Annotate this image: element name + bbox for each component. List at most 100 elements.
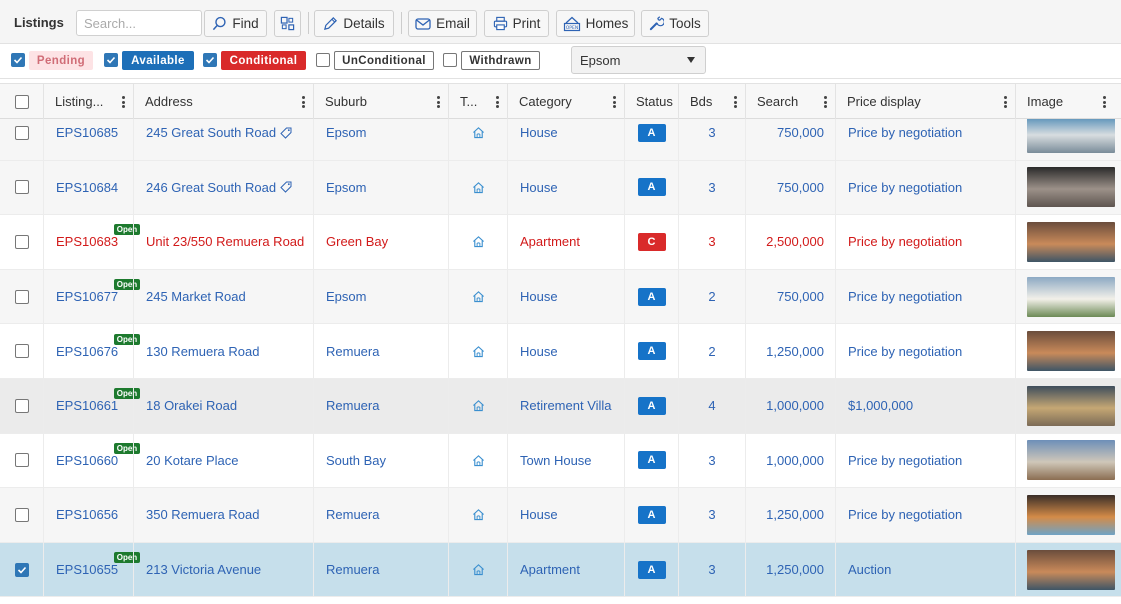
category-cell[interactable]: Town House [507, 433, 624, 488]
category-cell[interactable]: House [507, 160, 624, 215]
listing-id-cell[interactable]: EPS10660 Open [43, 433, 141, 488]
search-price-cell[interactable]: 750,000 [745, 119, 835, 160]
withdrawn-filter-chip[interactable]: Withdrawn [461, 51, 540, 70]
listing-id-cell[interactable]: EPS10655 Open [43, 542, 141, 597]
search-price-cell[interactable]: 1,250,000 [745, 488, 835, 542]
category-cell[interactable]: House [507, 119, 624, 160]
column-menu-icon[interactable] [733, 96, 737, 108]
available-filter-checkbox[interactable] [104, 53, 118, 67]
email-button[interactable]: Email [408, 10, 477, 37]
property-thumbnail[interactable] [1027, 221, 1115, 262]
unconditional-filter-chip[interactable]: UnConditional [334, 51, 434, 70]
status-cell[interactable]: A [624, 269, 678, 324]
listing-id[interactable]: EPS10660 [56, 452, 119, 468]
category-cell[interactable]: House [507, 488, 624, 542]
listing-id-cell[interactable]: EPS10677 Open [43, 269, 141, 324]
row-checkbox[interactable] [14, 125, 29, 140]
row-checkbox[interactable] [14, 398, 29, 413]
price-display-cell[interactable]: Price by negotiation [835, 160, 1015, 215]
column-header-address[interactable]: Address [133, 84, 313, 119]
address-cell[interactable]: 350 Remuera Road [133, 488, 313, 542]
row-checkbox[interactable] [14, 180, 29, 195]
status-cell[interactable]: A [624, 324, 678, 378]
property-thumbnail[interactable] [1027, 167, 1115, 208]
image-cell[interactable] [1015, 433, 1121, 488]
column-menu-icon[interactable] [1003, 96, 1007, 108]
unconditional-filter-checkbox[interactable] [316, 53, 330, 67]
table-row[interactable]: EPS10683 Open Unit 23/550 Remuera Road Gree… [0, 215, 1121, 270]
row-checkbox[interactable] [14, 507, 29, 522]
bedrooms-cell[interactable]: 3 [678, 119, 745, 160]
search-input[interactable] [76, 10, 202, 36]
category-cell[interactable]: Apartment [507, 215, 624, 269]
listing-id-cell[interactable]: EPS10683 Open [43, 215, 141, 269]
bedrooms-cell[interactable]: 3 [678, 542, 745, 597]
price-display-cell[interactable]: Price by negotiation [835, 324, 1015, 378]
bedrooms-cell[interactable]: 2 [678, 324, 745, 378]
suburb-cell[interactable]: Epsom [313, 269, 448, 324]
bedrooms-cell[interactable]: 3 [678, 160, 745, 215]
listing-id[interactable]: EPS10677 [56, 289, 119, 305]
status-cell[interactable]: A [624, 119, 678, 160]
search-price-cell[interactable]: 1,250,000 [745, 542, 835, 597]
bedrooms-cell[interactable]: 2 [678, 269, 745, 324]
listing-id[interactable]: EPS10661 [56, 398, 119, 414]
bedrooms-cell[interactable]: 3 [678, 488, 745, 542]
suburb-cell[interactable]: Remuera [313, 324, 448, 378]
property-thumbnail[interactable] [1027, 385, 1115, 426]
listing-id[interactable]: EPS10676 [56, 343, 119, 359]
column-menu-icon[interactable] [495, 96, 499, 108]
suburb-cell[interactable]: Epsom [313, 119, 448, 160]
address-cell[interactable]: 246 Great South Road [133, 160, 313, 215]
suburb-cell[interactable]: Green Bay [313, 215, 448, 269]
table-row[interactable]: EPS10677 Open 245 Market Road Epsom House A 2 7… [0, 269, 1121, 325]
suburb-cell[interactable]: Epsom [313, 160, 448, 215]
price-display-cell[interactable]: Price by negotiation [835, 269, 1015, 324]
table-row[interactable]: EPS10685 245 Great South Road Epsom House A 3… [0, 119, 1121, 161]
search-price-cell[interactable]: 750,000 [745, 269, 835, 324]
address-cell[interactable]: Unit 23/550 Remuera Road [133, 215, 313, 269]
column-header-type[interactable]: T... [448, 84, 507, 119]
type-cell[interactable] [448, 433, 507, 488]
image-cell[interactable] [1015, 269, 1121, 324]
address-cell[interactable]: 18 Orakei Road [133, 379, 313, 433]
address-cell[interactable]: 245 Market Road [133, 269, 313, 324]
column-header-suburb[interactable]: Suburb [313, 84, 448, 119]
address-cell[interactable]: 245 Great South Road [133, 119, 313, 160]
price-display-cell[interactable]: Price by negotiation [835, 119, 1015, 160]
price-display-cell[interactable]: Auction [835, 542, 1015, 597]
type-cell[interactable] [448, 324, 507, 378]
column-header-image[interactable]: Image [1015, 84, 1114, 119]
find-button[interactable]: Find [204, 10, 267, 37]
table-row[interactable]: EPS10676 Open 130 Remuera Road Remuera House… [0, 324, 1121, 379]
status-cell[interactable]: A [624, 433, 678, 488]
price-display-cell[interactable]: Price by negotiation [835, 488, 1015, 542]
column-header-category[interactable]: Category [507, 84, 624, 119]
listing-id[interactable]: EPS10683 [56, 234, 119, 250]
table-row[interactable]: EPS10656 350 Remuera Road Remuera House A 3 1,… [0, 488, 1121, 543]
table-row[interactable]: EPS10684 246 Great South Road Epsom House A 3… [0, 160, 1121, 216]
status-cell[interactable]: A [624, 160, 678, 215]
pending-filter-chip[interactable]: Pending [29, 51, 93, 70]
suburb-cell[interactable]: Remuera [313, 488, 448, 542]
price-display-cell[interactable]: $1,000,000 [835, 379, 1015, 433]
listing-id-cell[interactable]: EPS10676 Open [43, 324, 141, 378]
price-display-cell[interactable]: Price by negotiation [835, 215, 1015, 269]
bedrooms-cell[interactable]: 3 [678, 433, 745, 488]
type-cell[interactable] [448, 379, 507, 433]
listing-id[interactable]: EPS10656 [56, 507, 119, 523]
column-menu-icon[interactable] [823, 96, 827, 108]
table-row[interactable]: EPS10655 Open 213 Victoria Avenue Remuera Ap… [0, 542, 1121, 598]
status-cell[interactable]: C [624, 215, 678, 269]
suburb-cell[interactable]: Remuera [313, 379, 448, 433]
image-cell[interactable] [1015, 488, 1121, 542]
layout-toggle-button[interactable] [274, 10, 301, 37]
listing-id-cell[interactable]: EPS10685 [43, 119, 133, 160]
search-price-cell[interactable]: 1,000,000 [745, 433, 835, 488]
status-cell[interactable]: A [624, 488, 678, 542]
image-cell[interactable] [1015, 215, 1121, 269]
image-cell[interactable] [1015, 379, 1121, 433]
row-checkbox[interactable] [14, 562, 29, 577]
homes-button[interactable]: OPEN Homes [556, 10, 635, 37]
withdrawn-filter-checkbox[interactable] [443, 53, 457, 67]
